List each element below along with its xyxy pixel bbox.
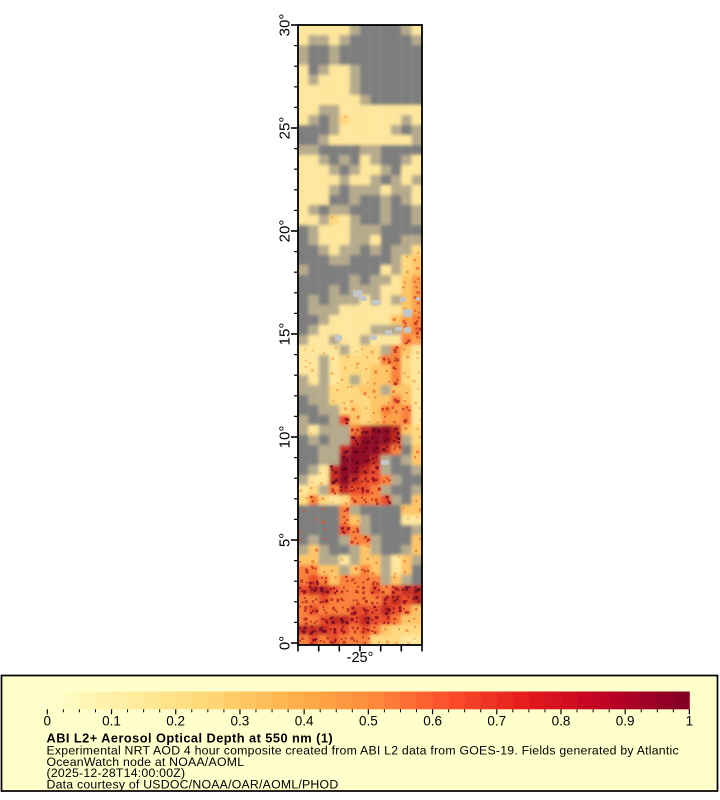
svg-text:15°: 15°	[277, 323, 294, 346]
svg-text:ABI L2+ Aerosol Optical Depth: ABI L2+ Aerosol Optical Depth at 550 nm …	[47, 731, 334, 746]
svg-text:0.5: 0.5	[359, 714, 378, 729]
svg-text:0: 0	[44, 714, 52, 729]
svg-text:OceanWatch node at NOAA/AOML: OceanWatch node at NOAA/AOML	[47, 755, 245, 769]
svg-text:(2025-12-28T14:00:00Z): (2025-12-28T14:00:00Z)	[47, 766, 186, 780]
svg-text:0.8: 0.8	[552, 714, 571, 729]
svg-text:5°: 5°	[277, 533, 294, 547]
svg-text:1: 1	[686, 714, 694, 729]
svg-text:0.3: 0.3	[231, 714, 250, 729]
svg-text:0.1: 0.1	[102, 714, 121, 729]
svg-text:25°: 25°	[277, 117, 294, 140]
svg-text:0.4: 0.4	[295, 714, 314, 729]
svg-text:Experimental NRT AOD 4 hour co: Experimental NRT AOD 4 hour composite cr…	[47, 743, 679, 757]
svg-text:30°: 30°	[277, 14, 294, 37]
svg-text:20°: 20°	[277, 220, 294, 243]
svg-text:0.7: 0.7	[487, 714, 506, 729]
svg-text:10°: 10°	[277, 426, 294, 449]
svg-text:Data courtesy of USDOC/NOAA/OA: Data courtesy of USDOC/NOAA/OAR/AOML/PHO…	[47, 778, 339, 792]
svg-text:-25°: -25°	[347, 650, 374, 666]
svg-text:0.6: 0.6	[423, 714, 442, 729]
svg-text:0.9: 0.9	[616, 714, 635, 729]
svg-text:0°: 0°	[277, 636, 294, 650]
svg-text:0.2: 0.2	[166, 714, 185, 729]
